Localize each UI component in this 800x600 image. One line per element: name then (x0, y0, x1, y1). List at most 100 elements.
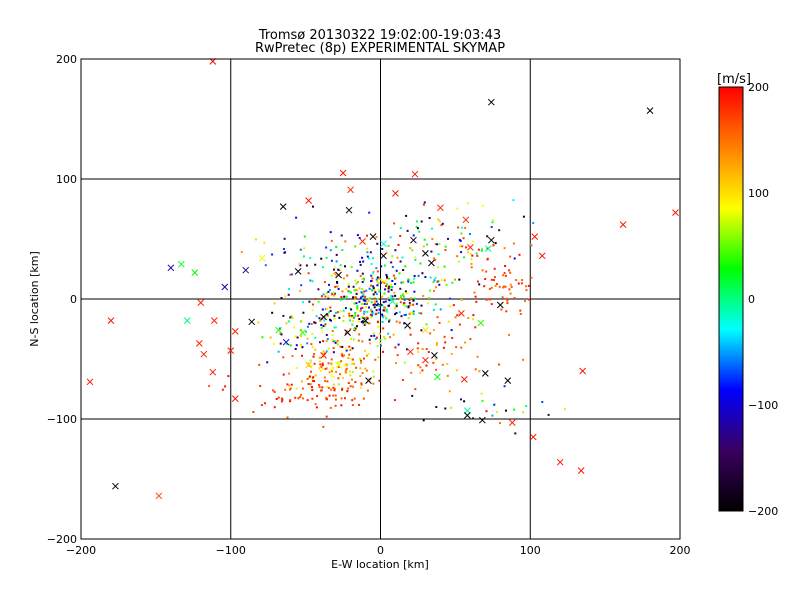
data-point-dot (403, 302, 406, 305)
data-point-dot (448, 390, 451, 393)
data-point-dot (269, 336, 272, 339)
x-tick-label: 200 (670, 544, 691, 557)
data-point-dot (364, 349, 366, 352)
data-point-dot (398, 321, 401, 324)
data-point-dot (452, 304, 455, 307)
data-point-dot (503, 385, 506, 388)
data-point-dot (449, 305, 452, 308)
data-point-dot (472, 417, 474, 420)
data-point-dot (464, 341, 467, 344)
data-point-dot (387, 304, 390, 307)
data-point-dot (361, 372, 364, 375)
data-point-dot (208, 385, 211, 388)
data-point-dot (326, 308, 328, 310)
data-point-dot (340, 404, 343, 407)
data-point-dot (399, 260, 402, 263)
data-point-dot (408, 301, 411, 304)
data-point-dot (488, 287, 491, 290)
plot-frame (80, 58, 681, 540)
x-tick-label: −200 (66, 544, 96, 557)
data-point-dot (341, 249, 344, 251)
data-point-dot (427, 351, 430, 353)
data-point-dot (313, 362, 316, 365)
data-point-dot (321, 367, 324, 370)
data-point-cross (221, 283, 229, 291)
data-point-dot (372, 272, 375, 275)
data-point-dot (328, 311, 330, 314)
data-point-dot (483, 285, 486, 288)
data-point-dot (454, 278, 456, 281)
data-point-dot (350, 291, 352, 294)
data-point-dot (354, 314, 357, 317)
data-point-dot (334, 404, 337, 407)
data-point-cross (579, 367, 587, 375)
data-point-dot (485, 298, 488, 301)
data-point-dot (524, 300, 526, 303)
data-point-cross (464, 412, 471, 419)
data-point-dot (495, 410, 498, 413)
data-point-dot (331, 370, 333, 373)
data-point-dot (362, 397, 365, 400)
data-point-dot (349, 385, 352, 388)
data-point-dot (475, 300, 478, 303)
data-point-dot (330, 388, 333, 391)
data-point-dot (490, 303, 493, 306)
data-point-dot (352, 338, 355, 341)
data-point-dot (344, 347, 347, 350)
data-point-dot (319, 363, 322, 366)
data-point-dot (321, 308, 324, 311)
data-point-dot (362, 260, 365, 263)
data-point-dot (433, 279, 436, 282)
data-point-dot (360, 321, 363, 323)
data-point-dot (324, 295, 327, 298)
data-point-dot (450, 329, 453, 332)
data-point-dot (332, 383, 335, 386)
data-point-dot (357, 320, 360, 323)
data-point-dot (414, 258, 417, 261)
data-point-dot (325, 339, 328, 342)
data-point-dot (447, 320, 450, 323)
data-point-dot (314, 403, 317, 406)
data-point-dot (320, 257, 323, 260)
data-point-cross (496, 301, 504, 309)
data-point-dot (354, 279, 357, 282)
data-point-dot (525, 289, 528, 292)
y-tick-label: 0 (70, 293, 77, 306)
data-point-dot (381, 248, 384, 250)
data-point-dot (345, 363, 348, 366)
data-point-dot (334, 326, 337, 329)
data-point-dot (361, 256, 364, 259)
data-point-dot (367, 299, 370, 302)
data-point-dot (399, 297, 402, 300)
data-point-dot (371, 314, 374, 317)
data-point-dot (456, 255, 459, 258)
data-point-cross (305, 197, 312, 204)
data-point-cross (320, 352, 327, 359)
data-point-dot (340, 234, 343, 237)
data-point-dot (438, 243, 441, 245)
data-point-dot (345, 329, 348, 332)
data-point-dot (389, 336, 391, 339)
data-point-dot (376, 242, 379, 245)
data-point-dot (421, 272, 424, 275)
data-point-dot (333, 317, 336, 320)
data-point-dot (334, 341, 337, 344)
data-point-dot (435, 406, 438, 408)
data-point-dot (295, 344, 298, 347)
data-point-dot (291, 355, 294, 357)
data-point-dot (506, 302, 509, 305)
data-point-dot (353, 302, 356, 305)
data-point-dot (412, 281, 415, 284)
data-point-cross (191, 269, 199, 276)
data-point-dot (358, 300, 361, 303)
data-point-dot (359, 263, 362, 266)
data-point-dot (375, 309, 378, 312)
data-point-cross (458, 310, 465, 317)
data-point-dot (351, 316, 354, 319)
data-point-dot (376, 344, 379, 347)
data-point-dot (336, 311, 339, 314)
data-point-dot (319, 341, 321, 344)
data-point-dot (324, 367, 327, 370)
data-point-dot (493, 403, 496, 406)
data-point-dot (332, 347, 335, 349)
